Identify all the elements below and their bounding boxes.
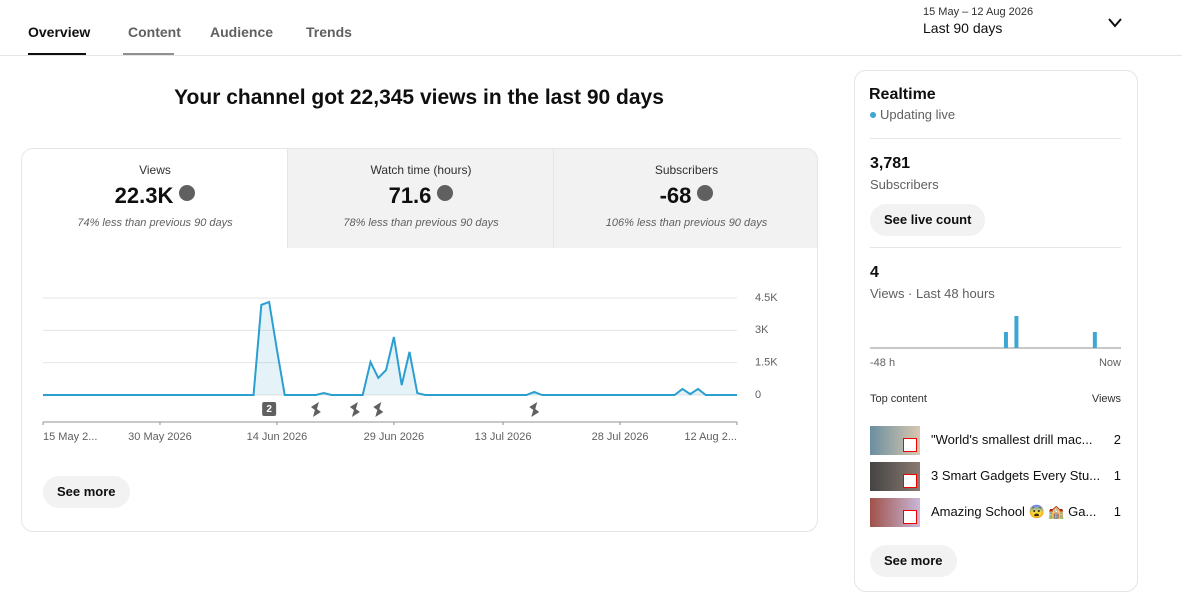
realtime-title: Realtime (869, 86, 936, 103)
metric-note: 106% less than previous 90 days (605, 217, 768, 229)
dropdown-chevron[interactable] (1108, 18, 1122, 28)
item-title: 3 Smart Gadgets Every Stu... (931, 468, 1101, 483)
divider (870, 247, 1121, 248)
metric[interactable]: Subscribers -68 106% less than previous 90… (553, 149, 817, 248)
metric-note: 74% less than previous 90 days (77, 217, 233, 229)
metric-label: Views (139, 163, 171, 177)
status: Updating live (880, 107, 956, 122)
see-more[interactable]: See more (43, 476, 130, 508)
subscriber-count: 3,781 (870, 155, 911, 172)
divider (0, 55, 1182, 56)
metric[interactable]: Watch time (hours) 71.6 78% less than prev… (287, 149, 554, 248)
shorts-badge (903, 438, 917, 452)
date-label[interactable]: Last 90 days (923, 20, 1003, 36)
live-dot (870, 112, 876, 118)
view-count: 4 (870, 264, 879, 281)
item-views: 2 (1113, 432, 1121, 447)
page: Overview Content Audience Trends 15 May … (0, 6, 1182, 592)
metric[interactable]: Views 22.3K 74% less than previous 90 days (22, 149, 288, 248)
metric-label: Subscribers (654, 163, 719, 177)
subscriber-label: Subscribers (870, 177, 939, 192)
item-views: 1 (1113, 468, 1121, 483)
metric-value: -68 (659, 183, 692, 208)
item-views: 1 (1113, 504, 1121, 519)
card: Views 22.3K 74% less than previous 90 days… (21, 148, 818, 532)
view-label: Views · Last 48 hours (870, 286, 995, 301)
views-header: Views (1091, 393, 1121, 405)
tab[interactable]: Audience (210, 24, 274, 40)
date-range[interactable]: 15 May – 12 Aug 2026 (923, 6, 1034, 18)
metric-value: 22.3K (114, 183, 174, 208)
item-title: Amazing School 😨 🏫 Ga... (931, 504, 1097, 519)
tab[interactable]: Trends (306, 24, 352, 40)
headline: Your channel got 22,345 views in the las… (174, 86, 664, 109)
tab[interactable]: Content (128, 24, 181, 40)
thumbnail (870, 426, 920, 455)
divider (870, 138, 1121, 139)
item-title: "World's smallest drill mac... (931, 432, 1093, 447)
live-count-button[interactable]: See live count (870, 204, 986, 236)
top-content-heading: Top content (870, 393, 927, 405)
see-more[interactable]: See more (870, 545, 957, 577)
thumbnail (870, 498, 920, 527)
tab-hover (123, 53, 174, 56)
tab-underline (28, 53, 86, 56)
tab[interactable]: Overview (28, 24, 91, 40)
shorts-badge (903, 474, 917, 488)
metric-value: 71.6 (388, 183, 432, 208)
metric-label: Watch time (hours) (370, 163, 472, 177)
shorts-badge (903, 510, 917, 524)
metric-note: 78% less than previous 90 days (343, 217, 499, 229)
thumbnail (870, 462, 920, 491)
